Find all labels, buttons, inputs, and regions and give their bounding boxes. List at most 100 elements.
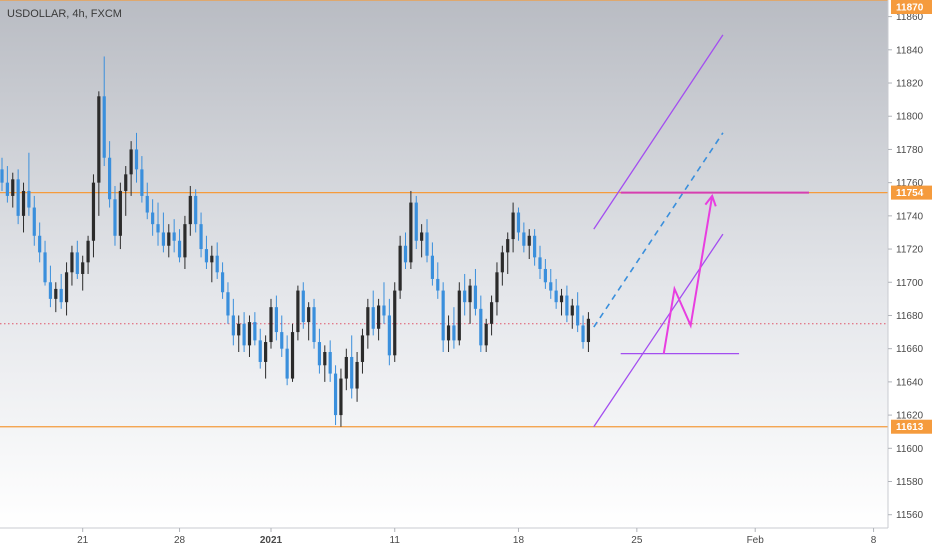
candle-body bbox=[452, 325, 456, 341]
candle-body bbox=[264, 342, 268, 362]
candle-body bbox=[516, 212, 521, 233]
candle-body bbox=[323, 352, 327, 366]
price-level-label-bg bbox=[891, 185, 932, 200]
candle-body bbox=[468, 285, 472, 303]
candle-body bbox=[5, 182, 9, 196]
candle-body bbox=[446, 325, 451, 341]
candle-body bbox=[124, 174, 128, 191]
candle-body bbox=[511, 212, 515, 240]
projection-path bbox=[662, 195, 714, 354]
candle-body bbox=[11, 179, 15, 196]
y-tick-label: 11740 bbox=[896, 211, 924, 222]
plot-background bbox=[0, 0, 888, 528]
candle-body bbox=[554, 290, 558, 303]
candle-body bbox=[113, 199, 117, 236]
candle-body bbox=[183, 224, 187, 258]
candle-body bbox=[393, 290, 397, 356]
channel-upper-line bbox=[593, 34, 724, 230]
y-tick-label: 11560 bbox=[896, 510, 924, 521]
candle-body bbox=[38, 235, 42, 253]
candle-body bbox=[586, 318, 591, 343]
candle-body bbox=[285, 348, 289, 379]
projection-arrowhead bbox=[704, 193, 717, 207]
candle-body bbox=[134, 149, 139, 170]
candle-body bbox=[54, 288, 58, 299]
candle-body bbox=[387, 315, 391, 356]
candle-body bbox=[48, 282, 53, 299]
candle-body bbox=[377, 305, 381, 329]
candle-body bbox=[70, 252, 74, 273]
candle-body bbox=[333, 373, 338, 416]
candle-body bbox=[242, 323, 246, 346]
channel-mid-dashed-line bbox=[593, 132, 724, 328]
y-tick-label: 11820 bbox=[896, 79, 924, 90]
candle-body bbox=[59, 288, 63, 303]
x-tick-label: 21 bbox=[77, 535, 89, 546]
candle-body bbox=[495, 272, 499, 303]
candle-body bbox=[350, 356, 354, 389]
candle-body bbox=[199, 224, 203, 250]
candle-body bbox=[317, 342, 322, 366]
candle-body bbox=[522, 232, 526, 246]
candle-body bbox=[436, 278, 440, 291]
candle-body bbox=[81, 262, 85, 274]
candle-body bbox=[151, 212, 155, 225]
candle-body bbox=[570, 305, 574, 316]
x-tick-label: 25 bbox=[631, 535, 643, 546]
candle-body bbox=[161, 232, 165, 246]
candle-body bbox=[64, 272, 69, 303]
y-tick-label: 11780 bbox=[896, 145, 924, 156]
y-tick-label: 11580 bbox=[896, 477, 924, 488]
candle-body bbox=[16, 179, 20, 216]
y-tick-label: 11700 bbox=[896, 278, 924, 289]
candle-body bbox=[290, 332, 295, 379]
candle-body bbox=[371, 307, 375, 329]
candle-body bbox=[32, 207, 36, 236]
candle-body bbox=[102, 96, 106, 158]
price-level-label: 11754 bbox=[896, 188, 924, 199]
candle-body bbox=[108, 157, 112, 200]
candle-body bbox=[355, 361, 359, 389]
candle-body bbox=[237, 323, 241, 336]
y-tick-label: 11840 bbox=[896, 45, 924, 56]
candle-body bbox=[86, 240, 90, 263]
candle-body bbox=[118, 190, 122, 236]
candle-body bbox=[403, 245, 408, 263]
x-tick-label: 18 bbox=[513, 535, 525, 546]
candle-body bbox=[414, 202, 418, 241]
y-tick-label: 11800 bbox=[896, 112, 924, 123]
candle-body bbox=[204, 249, 209, 263]
candle-body bbox=[425, 232, 429, 256]
candle-body bbox=[441, 290, 445, 341]
candle-body bbox=[457, 290, 461, 341]
candle-body bbox=[473, 285, 478, 309]
candle-body bbox=[420, 232, 424, 241]
candle-body bbox=[167, 232, 171, 246]
candle-body bbox=[296, 290, 300, 333]
candle-body bbox=[382, 305, 386, 316]
candle-body bbox=[188, 195, 192, 225]
candle-body bbox=[484, 323, 488, 346]
x-tick-label: 8 bbox=[871, 535, 877, 546]
candle-body bbox=[430, 255, 434, 279]
candle-body bbox=[91, 182, 96, 241]
x-tick-label: 11 bbox=[390, 535, 401, 546]
time-axis[interactable]: 21 28 2021 11 18 25 Feb 8 bbox=[77, 528, 877, 546]
candle-body bbox=[269, 307, 273, 343]
candle-body bbox=[307, 307, 311, 323]
y-tick-label: 11760 bbox=[896, 178, 924, 189]
price-axis[interactable]: 11560 11580 11600 11620 11640 11660 11680 11700… bbox=[888, 12, 924, 521]
y-tick-label: 11680 bbox=[896, 311, 924, 322]
candle-body bbox=[247, 322, 252, 346]
candle-body bbox=[527, 235, 531, 246]
candle-body bbox=[145, 195, 149, 213]
price-level-label-bg bbox=[891, 419, 932, 434]
candle-body bbox=[258, 340, 262, 362]
price-level-label: 11613 bbox=[896, 422, 924, 433]
candle-body bbox=[253, 322, 257, 341]
candle-body bbox=[328, 352, 332, 374]
candle-body bbox=[231, 315, 235, 336]
y-tick-label: 11600 bbox=[896, 444, 924, 455]
